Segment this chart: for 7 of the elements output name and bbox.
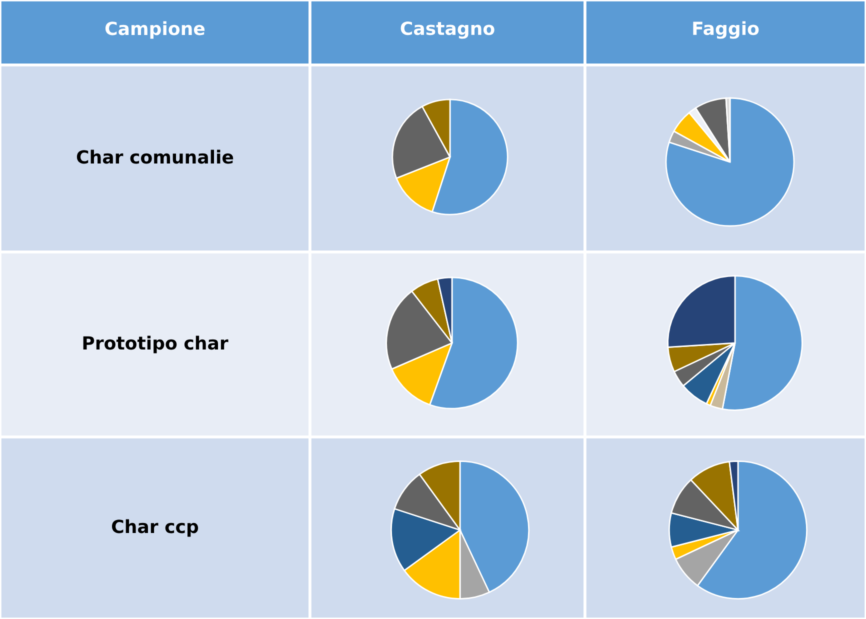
text: Char comunalie bbox=[76, 150, 234, 164]
text: Campione bbox=[105, 21, 205, 39]
text: Prototipo char bbox=[83, 336, 228, 354]
text: Char ccp bbox=[112, 519, 198, 537]
text: Castagno bbox=[400, 21, 494, 39]
text: Faggio bbox=[693, 21, 759, 39]
pie-slice bbox=[665, 97, 795, 227]
